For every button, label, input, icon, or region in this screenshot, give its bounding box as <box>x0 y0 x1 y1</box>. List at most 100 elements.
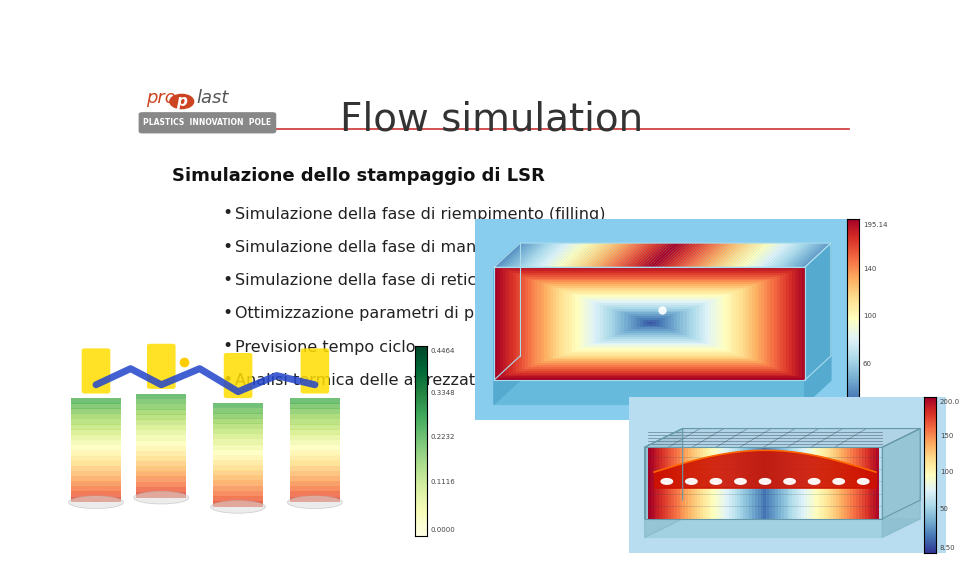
Bar <box>671 447 674 519</box>
Bar <box>771 305 774 307</box>
Bar <box>736 328 739 329</box>
Bar <box>593 276 596 279</box>
Bar <box>590 348 593 350</box>
Bar <box>634 301 636 303</box>
Bar <box>661 294 665 295</box>
Bar <box>500 337 503 339</box>
Bar <box>742 312 746 314</box>
Bar <box>761 378 764 380</box>
Bar <box>742 271 746 273</box>
Bar <box>671 361 674 363</box>
Bar <box>563 305 565 307</box>
Bar <box>711 358 714 359</box>
Bar <box>531 271 535 273</box>
Bar <box>578 329 581 331</box>
Bar <box>575 309 578 310</box>
Bar <box>681 284 684 286</box>
Bar <box>714 267 718 269</box>
Bar <box>777 374 780 376</box>
Bar <box>777 350 780 352</box>
Bar <box>649 328 653 329</box>
Bar <box>659 284 661 286</box>
Bar <box>556 350 559 352</box>
Bar <box>681 369 684 371</box>
Bar <box>531 324 535 325</box>
Bar <box>493 295 497 297</box>
Bar <box>665 359 668 361</box>
Bar <box>563 358 565 359</box>
Bar <box>761 301 764 303</box>
Bar <box>755 309 758 310</box>
Bar <box>553 305 556 307</box>
Bar <box>795 378 799 380</box>
Bar <box>714 275 718 276</box>
Bar <box>612 343 615 344</box>
Bar <box>739 288 742 290</box>
Bar <box>510 284 513 286</box>
Bar <box>686 376 689 378</box>
Bar <box>609 373 612 374</box>
Bar <box>684 276 686 279</box>
Bar <box>668 316 671 318</box>
Bar <box>624 275 628 276</box>
Bar <box>596 376 600 378</box>
Bar <box>661 325 665 328</box>
Bar <box>752 288 755 290</box>
Bar <box>547 378 550 380</box>
Bar <box>653 340 656 343</box>
Bar <box>736 297 739 300</box>
Bar <box>600 328 603 329</box>
Bar <box>506 309 510 310</box>
Bar <box>497 291 500 294</box>
Bar <box>618 282 621 284</box>
Bar <box>646 376 649 378</box>
FancyBboxPatch shape <box>290 429 340 435</box>
Bar <box>606 348 609 350</box>
Bar <box>522 358 525 359</box>
Bar <box>767 378 771 380</box>
Bar <box>653 350 656 352</box>
Bar <box>706 284 708 286</box>
Bar <box>795 356 799 358</box>
Bar <box>752 318 755 320</box>
Bar <box>522 374 525 376</box>
Bar <box>609 371 612 373</box>
Bar <box>802 367 804 369</box>
Bar <box>677 354 681 356</box>
Bar <box>628 354 631 356</box>
Bar <box>596 303 600 305</box>
Bar <box>531 286 535 288</box>
Bar <box>547 318 550 320</box>
FancyBboxPatch shape <box>71 419 121 425</box>
Bar <box>731 294 733 295</box>
Bar <box>588 297 590 300</box>
Bar <box>661 291 665 294</box>
Bar <box>581 288 584 290</box>
Bar <box>538 288 540 290</box>
Bar <box>593 286 596 288</box>
Bar <box>761 282 764 284</box>
Bar <box>631 276 634 279</box>
Bar <box>559 329 563 331</box>
Bar <box>522 290 525 291</box>
Bar <box>581 378 584 380</box>
Bar <box>711 284 714 286</box>
Bar <box>783 344 786 346</box>
Bar <box>749 314 752 316</box>
Bar <box>596 309 600 310</box>
Bar <box>547 294 550 295</box>
Bar <box>493 276 497 279</box>
Bar <box>727 340 731 343</box>
Bar <box>731 328 733 329</box>
Bar <box>596 324 600 325</box>
Bar <box>493 307 497 309</box>
Bar <box>535 328 538 329</box>
Bar <box>522 310 525 312</box>
Bar <box>795 307 799 309</box>
Bar <box>802 297 804 300</box>
Bar <box>739 291 742 294</box>
Bar <box>792 284 795 286</box>
Bar <box>792 267 795 269</box>
Bar <box>553 356 556 358</box>
Bar <box>634 303 636 305</box>
